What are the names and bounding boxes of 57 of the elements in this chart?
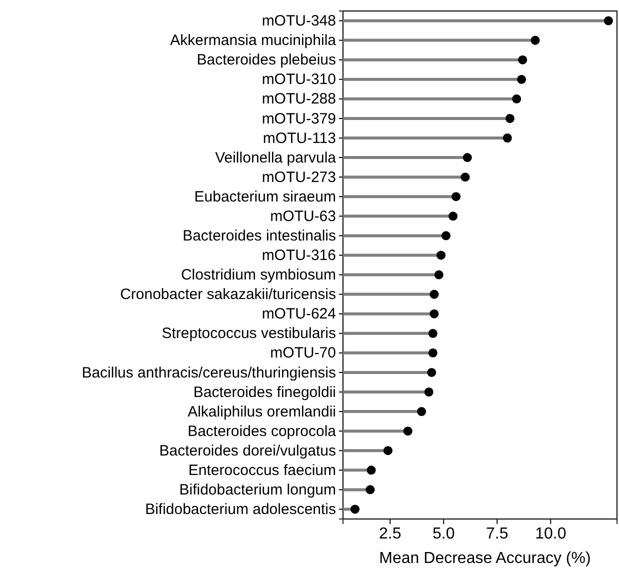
point <box>452 192 461 202</box>
y-tick-label: Bacteroides plebeius <box>196 52 336 69</box>
y-tick-label: mOTU-624 <box>262 306 336 323</box>
x-axis-title: Mean Decrease Accuracy (%) <box>379 550 591 567</box>
x-tick-label: 5.0 <box>432 525 455 542</box>
y-tick-label: mOTU-310 <box>262 71 336 88</box>
y-tick-label: mOTU-316 <box>262 247 336 264</box>
point <box>424 387 434 397</box>
point <box>518 55 528 64</box>
point <box>462 153 472 162</box>
y-tick-label: Bacteroides dorei/vulgatus <box>159 442 336 460</box>
y-tick-label: Enterococcus faecium <box>188 462 336 479</box>
point <box>383 446 392 456</box>
y-tick-label: Bacteroides coprocola <box>188 422 337 440</box>
y-tick-label: Eubacterium siraeum <box>194 188 336 206</box>
y-tick-label: Clostridium symbiosum <box>180 266 336 284</box>
y-tick-label: Bacteroides finegoldii <box>193 384 336 401</box>
point <box>417 407 426 416</box>
y-tick-label: Veillonella parvula <box>215 149 337 166</box>
point <box>448 212 458 221</box>
y-tick-label: mOTU-63 <box>270 208 336 225</box>
point <box>436 250 446 260</box>
x-tick-label: 7.5 <box>486 525 508 542</box>
point <box>505 114 514 123</box>
point <box>460 172 470 182</box>
point <box>427 368 436 377</box>
y-tick-label: Bacillus anthracis/cereus/thuringiensis <box>82 364 336 382</box>
point <box>430 309 439 318</box>
point <box>517 74 526 84</box>
point <box>403 426 412 436</box>
point <box>604 16 613 26</box>
y-tick-label: mOTU-348 <box>262 12 336 30</box>
y-tick-label: Bifidobacterium longum <box>179 481 336 498</box>
y-tick-label: Cronobacter sakazakii/turicensis <box>120 286 336 304</box>
y-tick-label: Streptococcus vestibularis <box>162 325 336 342</box>
x-tick-label: 2.5 <box>378 525 402 542</box>
y-tick-label: Alkaliphilus oremlandii <box>188 403 336 420</box>
point <box>428 348 438 358</box>
y-tick-label: mOTU-273 <box>262 168 336 186</box>
point <box>366 466 376 475</box>
y-tick-label: mOTU-70 <box>270 344 336 362</box>
point <box>366 485 375 494</box>
point <box>512 94 522 104</box>
point <box>434 270 444 280</box>
point <box>428 328 438 338</box>
point <box>430 290 439 299</box>
y-tick-label: Bacteroides intestinalis <box>182 227 336 244</box>
x-tick-label: 10.0 <box>535 525 566 542</box>
y-tick-label: mOTU-113 <box>262 130 336 147</box>
y-tick-label: Bifidobacterium adolescentis <box>145 501 336 518</box>
point <box>441 231 450 240</box>
point <box>502 133 512 143</box>
y-tick-label: Akkermansia muciniphila <box>170 32 337 50</box>
point <box>350 504 360 514</box>
y-tick-label: mOTU-288 <box>262 90 336 108</box>
point <box>530 36 540 45</box>
y-tick-label: mOTU-379 <box>262 110 336 128</box>
